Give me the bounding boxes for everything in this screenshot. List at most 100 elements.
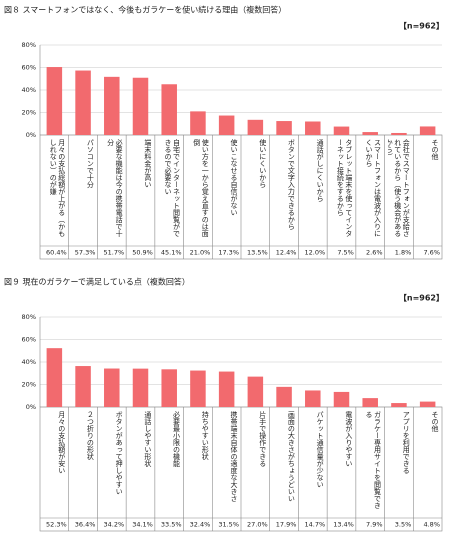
category-label: 通話しやすい形状 xyxy=(143,411,152,467)
y-tick-label: 0% xyxy=(26,131,36,139)
y-tick-label: 60% xyxy=(22,64,36,72)
value-label: 33.5% xyxy=(161,521,182,529)
category-label: スマートフォンは電波が入りにくいから xyxy=(365,139,382,237)
category-label: パソコンで十分 xyxy=(86,139,95,188)
bar xyxy=(132,368,149,407)
category-label: 月々の支払額が安い xyxy=(57,411,66,474)
category-label: ボタンで文字入力できるから xyxy=(287,139,296,230)
bar xyxy=(132,77,149,135)
category-label: 端末料金が高い xyxy=(143,139,152,188)
value-label: 13.4% xyxy=(333,521,354,529)
category-label: 持ちやすい形状 xyxy=(201,411,210,460)
value-label: 50.9% xyxy=(132,249,153,257)
category-label: タブレット端末を使ってインターネット接続をするから xyxy=(336,139,353,237)
value-label: 31.5% xyxy=(218,521,239,529)
category-label: 会社でスマートフォンが支給されているから（使う機会があるから） xyxy=(387,139,411,237)
category-label: 使い方を一から覚え直すのは面倒 xyxy=(192,139,210,237)
bar xyxy=(190,370,206,407)
category-label: 必要最小限の機能 xyxy=(172,411,181,467)
bar xyxy=(391,403,407,407)
value-label: 45.1% xyxy=(161,249,182,257)
bar xyxy=(190,111,206,135)
chart-title: 図９ 現在のガラケーで満足している点（複数回答） xyxy=(4,277,190,287)
value-label: 32.4% xyxy=(190,521,211,529)
bar xyxy=(276,121,292,135)
bar xyxy=(362,132,378,135)
y-tick-label: 40% xyxy=(22,86,36,94)
annotation: 【n=962】 xyxy=(399,21,444,31)
value-label: 3.5% xyxy=(395,521,412,529)
value-label: 36.4% xyxy=(75,521,96,529)
bar xyxy=(305,390,321,407)
bar xyxy=(419,126,436,135)
bar xyxy=(104,368,120,407)
bar xyxy=(161,84,177,135)
category-label: ２つ折りの形状 xyxy=(86,411,95,460)
bar xyxy=(218,371,235,407)
value-label: 1.8% xyxy=(395,249,412,257)
category-label: 必要な機能は今の携帯電話で十分 xyxy=(106,139,124,237)
bar xyxy=(104,76,120,135)
bar xyxy=(391,132,407,135)
bar xyxy=(218,115,235,135)
category-label: 片手で操作できる xyxy=(258,411,267,467)
value-label: 51.7% xyxy=(103,249,124,257)
value-label: 7.6% xyxy=(423,249,440,257)
value-label: 27.0% xyxy=(247,521,268,529)
y-tick-label: 0% xyxy=(26,403,36,411)
category-label: 自宅でインターネット閲覧ができるので必要ない xyxy=(164,139,181,237)
bar xyxy=(75,366,91,407)
category-label: 携帯端末自体の適度な大きさ xyxy=(229,411,238,502)
value-label: 12.4% xyxy=(276,249,297,257)
y-tick-label: 80% xyxy=(22,41,36,49)
value-label: 13.5% xyxy=(247,249,268,257)
bar xyxy=(75,70,91,135)
y-tick-label: 80% xyxy=(22,313,36,321)
annotation: 【n=962】 xyxy=(399,293,444,303)
category-label: その他 xyxy=(430,139,439,160)
chart-title: 図８ スマートフォンではなく、今後もガラケーを使い続ける理由（複数回答） xyxy=(4,5,286,15)
bar xyxy=(333,391,350,407)
category-label: ガラケー専用サイトを閲覧できる xyxy=(365,411,382,509)
value-label: 34.2% xyxy=(103,521,124,529)
bar xyxy=(419,401,436,407)
category-label: 通話がしにくいから xyxy=(316,139,325,202)
value-label: 4.8% xyxy=(423,521,440,529)
value-label: 60.4% xyxy=(46,249,67,257)
bar xyxy=(276,386,292,407)
bar xyxy=(46,348,63,407)
value-label: 52.3% xyxy=(46,521,67,529)
value-label: 17.3% xyxy=(218,249,239,257)
bar xyxy=(247,119,264,135)
value-label: 14.7% xyxy=(304,521,325,529)
category-label: 電波が入りやすい xyxy=(344,411,353,467)
category-label: 使いにくいから xyxy=(258,139,267,188)
bar xyxy=(46,67,63,135)
value-label: 17.9% xyxy=(276,521,297,529)
y-tick-label: 60% xyxy=(22,336,36,344)
value-label: 7.9% xyxy=(366,521,383,529)
category-label: パケット通信量が少ない xyxy=(316,411,325,488)
y-tick-label: 20% xyxy=(22,109,36,117)
value-label: 57.3% xyxy=(75,249,96,257)
y-tick-label: 20% xyxy=(22,381,36,389)
category-label: 使いこなせる自信がない xyxy=(229,139,238,216)
value-label: 34.1% xyxy=(132,521,153,529)
category-label: 画面の大きさがちょうどいい xyxy=(287,411,296,502)
bar xyxy=(333,126,350,135)
value-label: 12.0% xyxy=(304,249,325,257)
bar xyxy=(362,398,378,407)
value-label: 2.6% xyxy=(366,249,383,257)
y-tick-label: 40% xyxy=(22,358,36,366)
category-label: ボタンがあって押しやすい xyxy=(115,411,124,495)
category-label: その他 xyxy=(430,411,439,432)
bar xyxy=(247,376,264,407)
value-label: 21.0% xyxy=(190,249,211,257)
category-label: 月々の支払総額が上がる（かもしれない）のが嫌 xyxy=(49,139,66,237)
bar xyxy=(161,369,177,407)
bar xyxy=(305,121,321,135)
category-label: アプリを利用できる xyxy=(402,411,411,474)
value-label: 7.5% xyxy=(337,249,354,257)
